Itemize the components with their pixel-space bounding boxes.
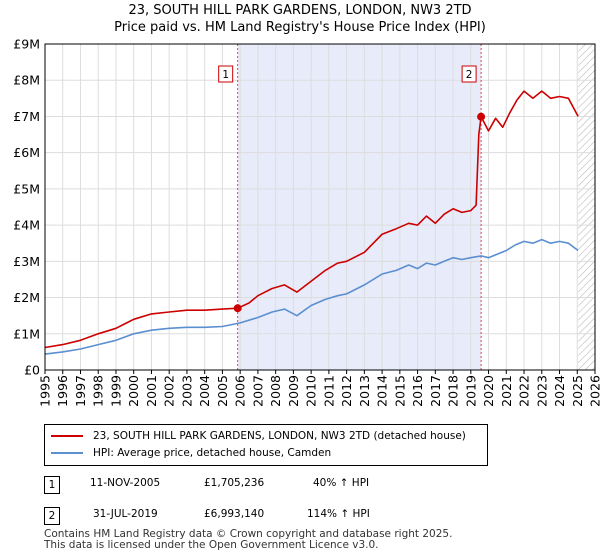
annotation-date: 31-JUL-2019 <box>93 508 158 520</box>
legend-label-hpi: HPI: Average price, detached house, Camd… <box>93 447 332 459</box>
x-tick-label: 1999 <box>108 375 123 407</box>
x-tick-label: 2010 <box>304 375 319 407</box>
annotation-price: £1,705,236 <box>204 477 265 489</box>
x-tick-label: 2018 <box>446 375 461 407</box>
x-tick-label: 2003 <box>179 375 194 407</box>
sale-1-point <box>233 304 242 313</box>
annotation-price: £6,993,140 <box>204 508 265 520</box>
forecast-hatched-region <box>578 44 595 370</box>
x-tick-label: 2024 <box>552 375 567 407</box>
x-tick-label: 2020 <box>481 375 496 407</box>
y-tick-label: £2M <box>13 290 40 305</box>
x-tick-label: 2001 <box>144 375 159 407</box>
footer-line-1: Contains HM Land Registry data © Crown c… <box>44 528 453 540</box>
x-tick-label: 2023 <box>534 375 549 407</box>
x-tick-label: 1995 <box>38 375 53 407</box>
y-tick-label: £7M <box>13 109 40 124</box>
x-tick-label: 2016 <box>410 375 425 407</box>
y-tick-label: £6M <box>13 145 40 160</box>
x-tick-label: 2017 <box>428 375 443 407</box>
annotation-row-1: 1 11-NOV-2005 £1,705,236 40% ↑ HPI <box>0 474 600 496</box>
legend-swatch-hpi <box>51 452 83 454</box>
x-tick-label: 2002 <box>162 375 177 407</box>
x-tick-label: 2019 <box>463 375 478 407</box>
x-tick-label: 2022 <box>517 375 532 407</box>
x-tick-label: 2015 <box>392 375 407 407</box>
x-tick-label: 2000 <box>126 375 141 407</box>
chart-subtitle: Price paid vs. HM Land Registry's House … <box>114 20 486 35</box>
y-tick-label: £0 <box>24 363 40 378</box>
y-tick-label: £4M <box>13 218 40 233</box>
x-tick-label: 1996 <box>55 375 70 407</box>
x-tick-label: 2007 <box>250 375 265 407</box>
legend-swatch-property <box>51 435 83 437</box>
footer-line-2: This data is licensed under the Open Gov… <box>44 539 379 551</box>
y-tick-label: £1M <box>13 326 40 341</box>
x-tick-label: 2005 <box>215 375 230 407</box>
x-tick-label: 2014 <box>375 375 390 407</box>
x-tick-label: 2008 <box>268 375 283 407</box>
sale-1-label: 1 <box>222 69 229 81</box>
x-tick-label: 2013 <box>357 375 372 407</box>
x-tick-label: 1998 <box>91 375 106 407</box>
x-tick-label: 2012 <box>339 375 354 407</box>
annotation-hpi: 40% ↑ HPI <box>313 477 370 489</box>
y-tick-label: £9M <box>13 37 40 52</box>
annotation-hpi: 114% ↑ HPI <box>307 508 370 520</box>
sale-2-point <box>477 112 486 121</box>
x-tick-label: 2004 <box>197 375 212 407</box>
plot-border <box>44 43 596 371</box>
hpi-line <box>44 238 579 355</box>
footer-attribution: Contains HM Land Registry data © Crown c… <box>44 529 452 551</box>
y-tick-label: £3M <box>13 254 40 269</box>
x-tick-label: 2009 <box>286 375 301 407</box>
annotation-badge: 2 <box>44 507 60 525</box>
x-tick-label: 2011 <box>321 375 336 407</box>
x-tick-label: 1997 <box>73 375 88 407</box>
shaded-ownership-region <box>237 44 482 370</box>
sale-1-label-box <box>218 65 234 83</box>
sale-2-label: 2 <box>466 69 473 81</box>
y-tick-label: £8M <box>13 73 40 88</box>
x-tick-label: 2025 <box>570 375 585 407</box>
x-tick-label: 2021 <box>499 375 514 407</box>
chart-legend: 23, SOUTH HILL PARK GARDENS, LONDON, NW3… <box>44 424 488 466</box>
annotation-badge: 1 <box>44 476 60 494</box>
annotation-row-2: 2 31-JUL-2019 £6,993,140 114% ↑ HPI <box>0 505 600 527</box>
chart-title: 23, SOUTH HILL PARK GARDENS, LONDON, NW3… <box>128 3 471 18</box>
y-tick-label: £5M <box>13 181 40 196</box>
x-tick-label: 2026 <box>588 375 600 407</box>
x-tick-label: 2006 <box>233 375 248 407</box>
sale-2-label-box <box>461 65 477 83</box>
property-price-line <box>44 90 579 349</box>
annotation-date: 11-NOV-2005 <box>90 477 161 489</box>
price-chart: 23, SOUTH HILL PARK GARDENS, LONDON, NW3… <box>13 3 600 407</box>
legend-label-property: 23, SOUTH HILL PARK GARDENS, LONDON, NW3… <box>93 430 466 442</box>
